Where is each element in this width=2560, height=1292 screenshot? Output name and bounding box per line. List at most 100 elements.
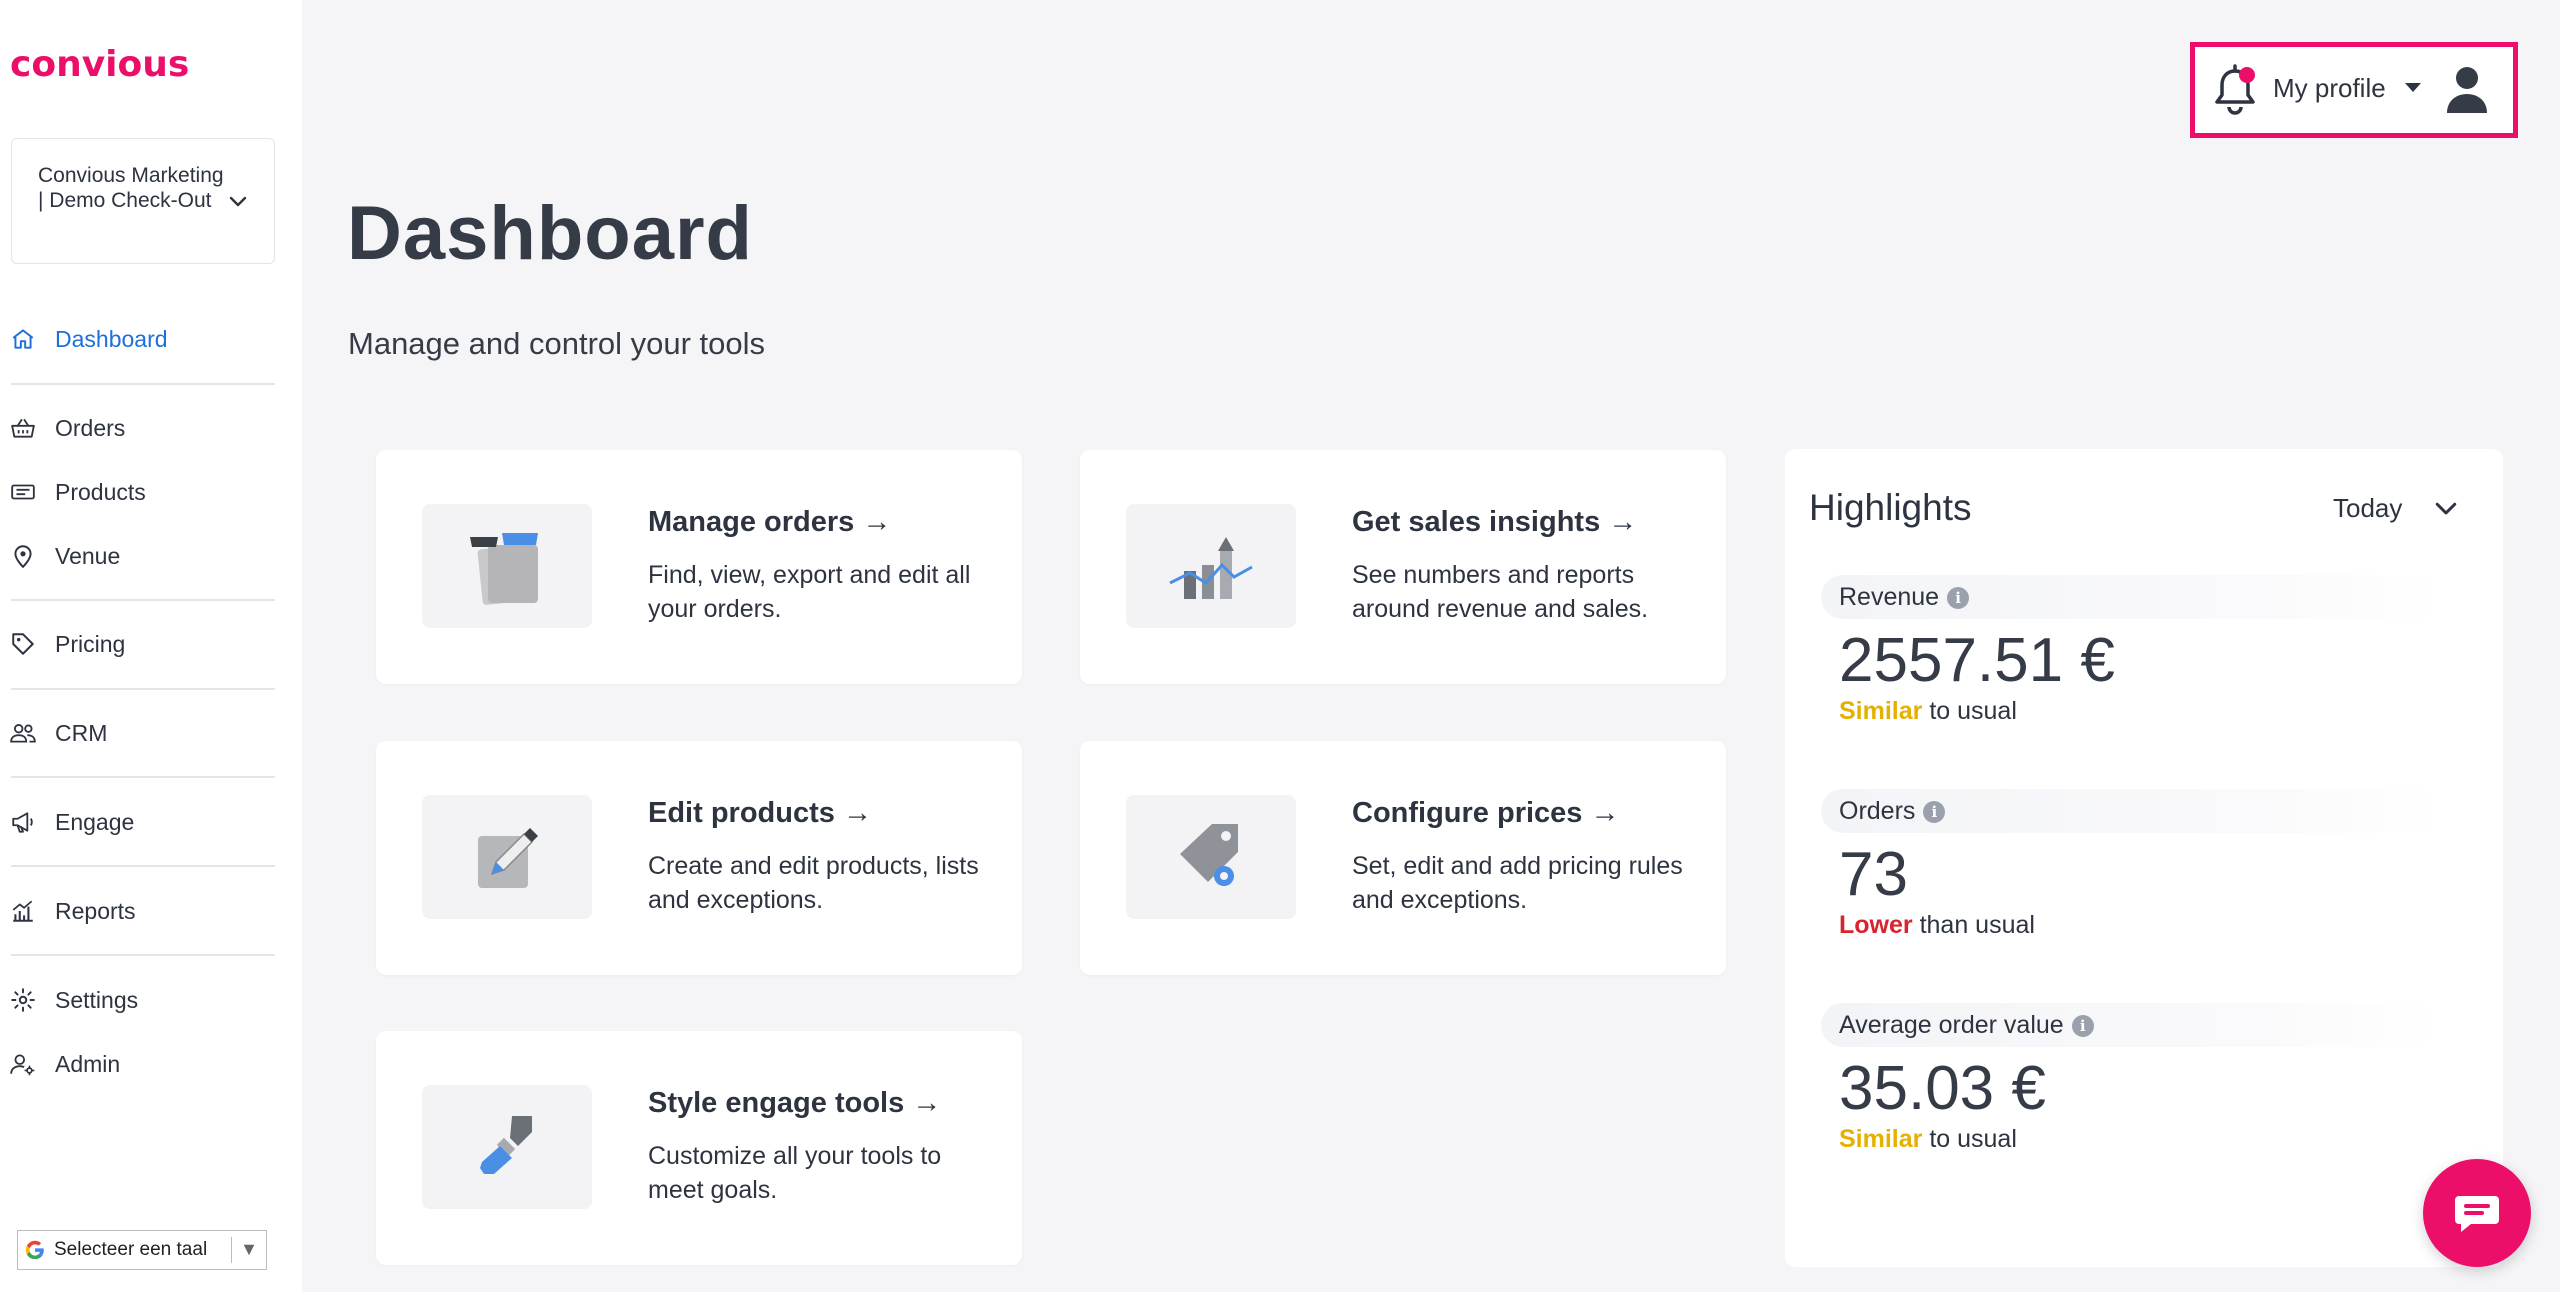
card-title: Style engage tools → <box>648 1087 942 1119</box>
account-selector[interactable]: Convious Marketing | Demo Check-Out <box>11 138 275 264</box>
card-title: Get sales insights → <box>1352 506 1638 538</box>
sidebar-item-label: Orders <box>55 414 126 441</box>
style-engage-tools-card[interactable]: Style engage tools → Customize all your … <box>376 1031 1022 1265</box>
metric-label-text: Revenue <box>1839 583 1940 611</box>
location-pin-icon <box>9 542 37 570</box>
chat-widget-button[interactable] <box>2423 1159 2531 1267</box>
sidebar-divider <box>11 599 275 601</box>
highlights-title: Highlights <box>1809 487 1972 528</box>
info-icon[interactable]: i <box>1923 800 1946 823</box>
sidebar-item-orders[interactable]: Orders <box>0 403 276 453</box>
card-description: Find, view, export and edit all your ord… <box>648 561 971 623</box>
comparison-tag: Similar <box>1839 697 1923 725</box>
sidebar-divider <box>11 688 275 690</box>
metric-comparison: Lower than usual <box>1839 911 2035 940</box>
google-icon <box>18 1231 52 1269</box>
profile-header: My profile <box>2190 42 2518 138</box>
metric-label-text: Average order value <box>1839 1011 2064 1039</box>
gear-icon <box>9 986 37 1014</box>
users-icon <box>9 719 37 747</box>
card-title: Edit products → <box>648 797 872 829</box>
metric-label-row <box>1821 575 2441 619</box>
sidebar-item-label: Dashboard <box>55 325 168 352</box>
sidebar: convious Convious Marketing | Demo Check… <box>0 0 302 1292</box>
metric-label: Revenue i <box>1839 583 1970 612</box>
comparison-tag: Lower <box>1839 911 1913 939</box>
sales-insights-card[interactable]: Get sales insights → See numbers and rep… <box>1080 450 1726 684</box>
sidebar-item-label: Admin <box>55 1050 121 1077</box>
language-selector[interactable]: Selecteer een taal ▼ <box>17 1230 267 1270</box>
admin-user-icon <box>9 1050 37 1078</box>
sidebar-item-reports[interactable]: Reports <box>0 886 276 936</box>
price-tag-icon <box>9 630 37 658</box>
chart-icon <box>9 897 37 925</box>
bar-chart-icon <box>1126 504 1296 628</box>
manage-orders-card[interactable]: Manage orders → Find, view, export and e… <box>376 450 1022 684</box>
comparison-text: to usual <box>1922 697 2017 725</box>
metric-value: 73 <box>1839 840 1908 909</box>
sidebar-item-label: Engage <box>55 808 135 835</box>
megaphone-icon <box>9 808 37 836</box>
comparison-tag: Similar <box>1839 1125 1923 1153</box>
chat-icon <box>2455 1196 2499 1232</box>
card-title: Manage orders → <box>648 506 892 538</box>
card-description: Customize all your tools to meet goals. <box>648 1142 942 1204</box>
sidebar-item-label: Settings <box>55 986 139 1013</box>
configure-prices-card[interactable]: Configure prices → Set, edit and add pri… <box>1080 741 1726 975</box>
sidebar-item-label: Pricing <box>55 630 126 657</box>
card-title: Configure prices → <box>1352 797 1620 829</box>
language-separator <box>231 1237 232 1263</box>
sidebar-divider <box>11 865 275 867</box>
metric-label-text: Orders <box>1839 797 1916 825</box>
info-icon[interactable]: i <box>2071 1014 2094 1037</box>
ticket-icon <box>9 478 37 506</box>
metric-comparison: Similar to usual <box>1839 697 2017 726</box>
card-description: Create and edit products, lists and exce… <box>648 852 979 914</box>
metric-label: Orders i <box>1839 797 1946 826</box>
comparison-text: to usual <box>1922 1125 2017 1153</box>
basket-icon <box>9 414 37 442</box>
dropdown-arrow-icon: ▼ <box>240 1239 258 1259</box>
info-icon[interactable]: i <box>1947 586 1970 609</box>
user-avatar-icon[interactable] <box>2439 61 2495 117</box>
account-name: Convious Marketing | Demo Check-Out <box>38 164 224 212</box>
sidebar-item-engage[interactable]: Engage <box>0 797 276 847</box>
sidebar-item-dashboard[interactable]: Dashboard <box>0 314 276 364</box>
language-label: Selecteer een taal <box>54 1239 208 1260</box>
sidebar-item-pricing[interactable]: Pricing <box>0 619 276 669</box>
chevron-down-icon <box>229 196 247 207</box>
highlights-panel: Highlights Today Revenue i 2557.51 € Simi… <box>1785 449 2503 1267</box>
metric-label-row <box>1821 1003 2441 1047</box>
card-description: Set, edit and add pricing rules and exce… <box>1352 852 1683 914</box>
tickets-icon <box>422 504 592 628</box>
sidebar-divider <box>11 383 275 385</box>
edit-products-card[interactable]: Edit products → Create and edit products… <box>376 741 1022 975</box>
convious-logo[interactable]: convious <box>10 44 190 85</box>
notification-dot <box>2239 67 2255 83</box>
sidebar-item-venue[interactable]: Venue <box>0 531 276 581</box>
metric-label: Average order value i <box>1839 1011 2094 1040</box>
sidebar-divider <box>11 954 275 956</box>
chevron-down-icon[interactable] <box>2431 493 2461 523</box>
page-title: Dashboard <box>347 191 753 276</box>
home-icon <box>9 325 37 353</box>
metric-value: 35.03 € <box>1839 1054 2046 1123</box>
page-subtitle: Manage and control your tools <box>348 326 766 361</box>
edit-pencil-icon <box>422 795 592 919</box>
paint-roller-icon <box>422 1085 592 1209</box>
caret-down-icon[interactable] <box>2405 83 2421 92</box>
sidebar-item-admin[interactable]: Admin <box>0 1039 276 1089</box>
sidebar-item-label: Venue <box>55 542 121 569</box>
sidebar-item-label: Products <box>55 478 146 505</box>
period-selector[interactable]: Today <box>2333 493 2403 523</box>
sidebar-item-products[interactable]: Products <box>0 467 276 517</box>
comparison-text: than usual <box>1912 911 2035 939</box>
metric-comparison: Similar to usual <box>1839 1125 2017 1154</box>
sidebar-item-label: CRM <box>55 719 108 746</box>
sidebar-item-settings[interactable]: Settings <box>0 975 276 1025</box>
sidebar-item-label: Reports <box>55 897 136 924</box>
price-tag-gear-icon <box>1126 795 1296 919</box>
metric-value: 2557.51 € <box>1839 626 2115 695</box>
sidebar-item-crm[interactable]: CRM <box>0 708 276 758</box>
my-profile-label[interactable]: My profile <box>2273 73 2386 103</box>
